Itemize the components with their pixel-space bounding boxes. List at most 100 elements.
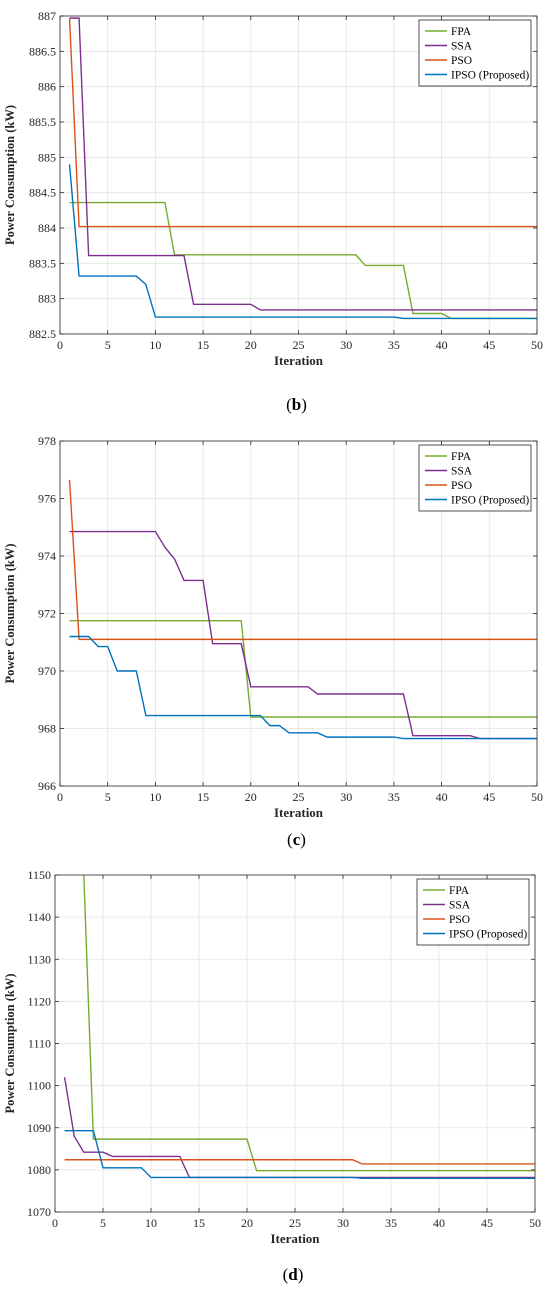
x-tick-label: 0 — [52, 1216, 58, 1230]
y-tick-label: 1080 — [27, 1163, 51, 1177]
x-tick-label: 0 — [57, 338, 63, 352]
legend-entry-fpa: FPA — [449, 885, 470, 897]
series-line-pso — [68, 18, 537, 228]
panel-caption: (b) — [286, 395, 307, 414]
x-tick-label: 35 — [385, 1216, 397, 1230]
legend-entry-ipso: IPSO (Proposed) — [451, 495, 529, 507]
panel-caption: (d) — [283, 1265, 304, 1284]
x-axis-label: Iteration — [274, 805, 324, 820]
x-tick-label: 45 — [483, 338, 495, 352]
x-tick-label: 5 — [105, 338, 111, 352]
legend-entry-pso: PSO — [451, 55, 472, 67]
x-tick-label: 0 — [57, 790, 63, 804]
y-tick-label: 966 — [38, 779, 56, 793]
legend-entry-pso: PSO — [449, 914, 470, 926]
y-tick-label: 1150 — [27, 868, 51, 882]
y-tick-label: 887 — [38, 9, 56, 23]
series-line-ipso — [69, 635, 537, 740]
y-tick-label: 1130 — [27, 952, 51, 966]
y-tick-label: 972 — [38, 607, 56, 621]
x-tick-label: 15 — [193, 1216, 205, 1230]
series-line-ssa — [63, 1077, 535, 1179]
y-tick-label: 886.5 — [29, 44, 56, 58]
panel-caption-open: ( — [287, 830, 293, 849]
x-tick-label: 45 — [481, 1216, 493, 1230]
legend-entry-ssa: SSA — [451, 466, 473, 478]
x-tick-label: 25 — [293, 790, 305, 804]
legend-entry-ssa: SSA — [451, 41, 473, 53]
chart-panel: 0 5 10 15 20 25 30 35 40 45 50 966 968 970 972 974 976 97… — [3, 434, 543, 820]
legend-entry-ipso: IPSO (Proposed) — [449, 929, 527, 941]
legend: FPA SSA PSO IPSO (Proposed) — [416, 878, 530, 946]
legend-entry-ssa: SSA — [449, 900, 471, 912]
y-tick-label: 968 — [38, 722, 56, 736]
panel-caption-close: ) — [300, 830, 306, 849]
series-line-fpa — [69, 619, 537, 718]
y-tick-label: 1100 — [27, 1079, 51, 1093]
panel-caption-open: ( — [283, 1265, 289, 1284]
x-tick-label: 30 — [337, 1216, 349, 1230]
x-tick-label: 45 — [483, 790, 495, 804]
y-axis-label: Power Consumption (kW) — [3, 105, 17, 245]
panel-caption-letter: d — [288, 1265, 298, 1284]
x-tick-label: 15 — [197, 338, 209, 352]
x-tick-label: 50 — [529, 1216, 541, 1230]
legend: FPA SSA PSO IPSO (Proposed) — [418, 444, 532, 512]
x-tick-label: 40 — [436, 338, 448, 352]
y-tick-label: 885 — [38, 150, 56, 164]
chart-panel: 0 5 10 15 20 25 30 35 40 45 50 1070 1080 1090 1100 1110… — [3, 868, 541, 1246]
y-axis-label: Power Consumption (kW) — [3, 543, 17, 683]
legend-entry-fpa: FPA — [451, 451, 472, 463]
x-tick-label: 25 — [289, 1216, 301, 1230]
x-tick-label: 10 — [145, 1216, 157, 1230]
series-line-fpa — [69, 201, 537, 320]
x-tick-label: 20 — [241, 1216, 253, 1230]
legend-entry-fpa: FPA — [451, 26, 472, 38]
chart-panel: 0 5 10 15 20 25 30 35 40 45 50 882.5 883 883.5 884 884.… — [3, 9, 543, 368]
y-tick-label: 1140 — [27, 910, 51, 924]
series-line-ipso — [68, 164, 537, 320]
y-tick-label: 885.5 — [29, 115, 56, 129]
series-line-pso — [64, 1159, 535, 1165]
x-tick-label: 50 — [531, 790, 543, 804]
x-tick-label: 20 — [245, 338, 257, 352]
y-tick-label: 978 — [38, 434, 56, 448]
panel-caption-letter: b — [292, 395, 301, 414]
x-tick-label: 5 — [100, 1216, 106, 1230]
x-tick-label: 40 — [433, 1216, 445, 1230]
y-tick-label: 886 — [38, 80, 56, 94]
y-tick-label: 1120 — [27, 994, 51, 1008]
y-tick-label: 1110 — [28, 1037, 51, 1051]
x-tick-label: 10 — [149, 790, 161, 804]
panel-caption-open: ( — [286, 395, 292, 414]
y-tick-label: 974 — [38, 549, 56, 563]
y-tick-label: 884 — [38, 221, 56, 235]
legend-entry-ipso: IPSO (Proposed) — [451, 70, 529, 82]
x-axis-label: Iteration — [274, 353, 324, 368]
x-tick-label: 50 — [531, 338, 543, 352]
x-tick-label: 30 — [340, 338, 352, 352]
x-tick-label: 35 — [388, 790, 400, 804]
series-line-pso — [68, 479, 537, 641]
x-axis-label: Iteration — [270, 1231, 320, 1246]
x-tick-label: 10 — [149, 338, 161, 352]
x-tick-label: 30 — [340, 790, 352, 804]
panel-caption-letter: c — [293, 830, 301, 849]
x-tick-label: 15 — [197, 790, 209, 804]
panel-caption: (c) — [287, 830, 306, 849]
series-line-ssa — [69, 530, 537, 740]
y-tick-label: 976 — [38, 492, 56, 506]
y-tick-label: 1090 — [27, 1121, 51, 1135]
x-tick-label: 35 — [388, 338, 400, 352]
y-tick-label: 884.5 — [29, 186, 56, 200]
legend: FPA SSA PSO IPSO (Proposed) — [418, 19, 532, 87]
x-tick-label: 40 — [436, 790, 448, 804]
series-line-fpa — [83, 875, 535, 1172]
y-tick-label: 1070 — [27, 1205, 51, 1219]
y-tick-label: 882.5 — [29, 327, 56, 341]
x-tick-label: 20 — [245, 790, 257, 804]
series-line-ipso — [64, 1129, 535, 1180]
x-tick-label: 25 — [293, 338, 305, 352]
y-tick-label: 970 — [38, 664, 56, 678]
